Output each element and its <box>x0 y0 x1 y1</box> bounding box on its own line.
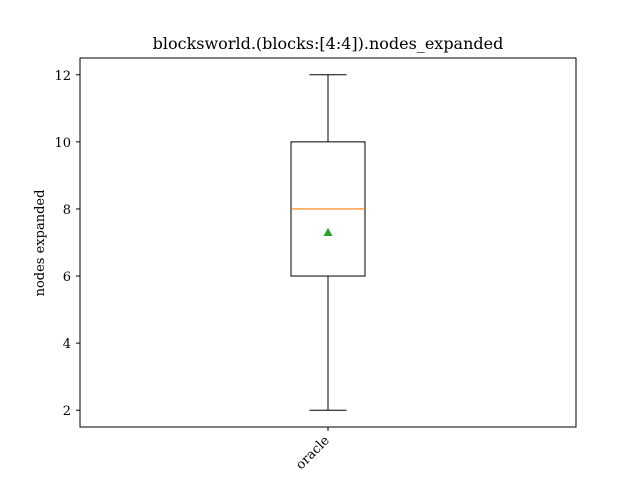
y-tick-label: 12 <box>54 69 71 84</box>
y-axis-label: nodes expanded <box>33 190 48 297</box>
y-tick-label: 2 <box>63 404 71 419</box>
mean-marker <box>323 227 333 237</box>
x-tick-label: oracle <box>293 433 333 473</box>
chart-title: blocksworld.(blocks:[4:4]).nodes_expande… <box>153 34 504 53</box>
axes-frame <box>79 57 577 428</box>
y-tick-label: 4 <box>63 337 71 352</box>
y-tick-label: 8 <box>63 203 71 218</box>
plot-area: 2 4 6 8 10 12 oracle <box>54 69 366 473</box>
y-tick-label: 10 <box>54 136 71 151</box>
y-tick-label: 6 <box>63 270 71 285</box>
